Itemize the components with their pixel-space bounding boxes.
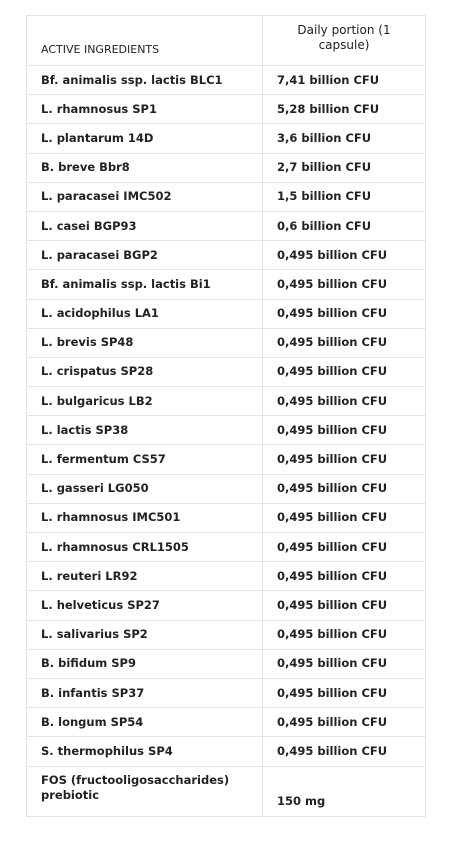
ingredient-cell: L. fermentum CS57 [26, 444, 263, 475]
table-body: Bf. animalis ssp. lactis BLC1 7,41 billio… [26, 64, 426, 817]
table-row: L. helveticus SP27 0,495 billion CFU [26, 590, 426, 621]
portion-cell: 0,6 billion CFU [262, 210, 426, 242]
table-row: L. reuteri LR92 0,495 billion CFU [26, 561, 426, 592]
ingredient-cell: L. rhamnosus SP1 [26, 94, 263, 125]
portion-cell: 0,495 billion CFU [262, 327, 426, 358]
portion-cell: 0,495 billion CFU [262, 415, 426, 446]
portion-cell: 0,495 billion CFU [262, 269, 426, 300]
ingredients-table: ACTIVE INGREDIENTS Daily portion (1 caps… [26, 15, 426, 817]
ingredient-cell: L. plantarum 14D [26, 123, 263, 154]
table-row: Bf. animalis ssp. lactis Bi1 0,495 billio… [26, 269, 426, 300]
table-row: L. rhamnosus IMC501 0,495 billion CFU [26, 502, 426, 534]
portion-cell: 0,495 billion CFU [262, 561, 426, 592]
table-row: L. fermentum CS57 0,495 billion CFU [26, 444, 426, 475]
ingredient-cell: L. paracasei BGP2 [26, 240, 263, 271]
portion-cell: 0,495 billion CFU [262, 444, 426, 475]
table-row: S. thermophilus SP4 0,495 billion CFU [26, 736, 426, 767]
header-cell: Daily portion (1 capsule) [262, 15, 426, 66]
table-row: L. lactis SP38 0,495 billion CFU [26, 415, 426, 446]
portion-cell: 0,495 billion CFU [262, 619, 426, 650]
table-row: L. casei BGP93 0,6 billion CFU [26, 210, 426, 242]
portion-cell: 0,495 billion CFU [262, 298, 426, 329]
portion-cell: 2,7 billion CFU [262, 152, 426, 183]
portion-cell: 0,495 billion CFU [262, 648, 426, 679]
ingredient-cell: L. rhamnosus CRL1505 [26, 531, 263, 563]
ingredient-cell: L. brevis SP48 [26, 327, 263, 358]
table-row: L. plantarum 14D 3,6 billion CFU [26, 123, 426, 154]
portion-cell: 0,495 billion CFU [262, 531, 426, 563]
table-row: L. bulgaricus LB2 0,495 billion CFU [26, 386, 426, 417]
table-row: B. longum SP54 0,495 billion CFU [26, 707, 426, 738]
portion-cell: 0,495 billion CFU [262, 590, 426, 621]
ingredient-cell: L. paracasei IMC502 [26, 181, 263, 212]
portion-cell: 0,495 billion CFU [262, 386, 426, 417]
ingredient-cell: L. lactis SP38 [26, 415, 263, 446]
table-row: L. rhamnosus SP1 5,28 billion CFU [26, 94, 426, 125]
portion-cell: 0,495 billion CFU [262, 736, 426, 767]
table-row: FOS (fructooligosaccharides) prebiotic 15… [26, 765, 426, 817]
ingredient-cell: L. bulgaricus LB2 [26, 386, 263, 417]
ingredient-cell: Bf. animalis ssp. lactis BLC1 [26, 64, 263, 96]
ingredient-cell: L. casei BGP93 [26, 210, 263, 242]
table-row: B. bifidum SP9 0,495 billion CFU [26, 648, 426, 679]
ingredient-cell: L. gasseri LG050 [26, 473, 263, 504]
portion-cell: 5,28 billion CFU [262, 94, 426, 125]
table-row: L. crispatus SP28 0,495 billion CFU [26, 356, 426, 388]
portion-cell: 0,495 billion CFU [262, 356, 426, 388]
portion-cell: 1,5 billion CFU [262, 181, 426, 212]
portion-cell: 0,495 billion CFU [262, 677, 426, 709]
portion-cell: 0,495 billion CFU [262, 473, 426, 504]
table-row: B. infantis SP37 0,495 billion CFU [26, 677, 426, 709]
ingredient-cell: S. thermophilus SP4 [26, 736, 263, 767]
portion-cell: 0,495 billion CFU [262, 502, 426, 534]
ingredient-cell: B. breve Bbr8 [26, 152, 263, 183]
table-row: B. breve Bbr8 2,7 billion CFU [26, 152, 426, 183]
ingredient-cell: B. bifidum SP9 [26, 648, 263, 679]
table-row: L. gasseri LG050 0,495 billion CFU [26, 473, 426, 504]
portion-cell: 0,495 billion CFU [262, 707, 426, 738]
ingredient-cell: B. infantis SP37 [26, 677, 263, 709]
table-row: L. paracasei BGP2 0,495 billion CFU [26, 240, 426, 271]
ingredient-cell: L. reuteri LR92 [26, 561, 263, 592]
ingredient-cell: B. longum SP54 [26, 707, 263, 738]
ingredient-cell: L. acidophilus LA1 [26, 298, 263, 329]
table-row: L. rhamnosus CRL1505 0,495 billion CFU [26, 531, 426, 563]
table-row: L. paracasei IMC502 1,5 billion CFU [26, 181, 426, 212]
portion-cell: 0,495 billion CFU [262, 240, 426, 271]
portion-cell: 7,41 billion CFU [262, 64, 426, 96]
table-row: L. salivarius SP2 0,495 billion CFU [26, 619, 426, 650]
table-header: ACTIVE INGREDIENTS Daily portion (1 caps… [26, 15, 426, 66]
ingredient-cell: FOS (fructooligosaccharides) prebiotic [26, 765, 263, 817]
header-row: ACTIVE INGREDIENTS Daily portion (1 caps… [26, 15, 426, 66]
portion-cell: 150 mg [262, 765, 426, 817]
table-row: L. brevis SP48 0,495 billion CFU [26, 327, 426, 358]
ingredient-cell: L. rhamnosus IMC501 [26, 502, 263, 534]
table-row: L. acidophilus LA1 0,495 billion CFU [26, 298, 426, 329]
ingredient-cell: L. crispatus SP28 [26, 356, 263, 388]
ingredient-cell: Bf. animalis ssp. lactis Bi1 [26, 269, 263, 300]
table-row: Bf. animalis ssp. lactis BLC1 7,41 billio… [26, 64, 426, 96]
header-cell: ACTIVE INGREDIENTS [26, 15, 263, 66]
ingredient-cell: L. helveticus SP27 [26, 590, 263, 621]
ingredient-cell: L. salivarius SP2 [26, 619, 263, 650]
portion-cell: 3,6 billion CFU [262, 123, 426, 154]
